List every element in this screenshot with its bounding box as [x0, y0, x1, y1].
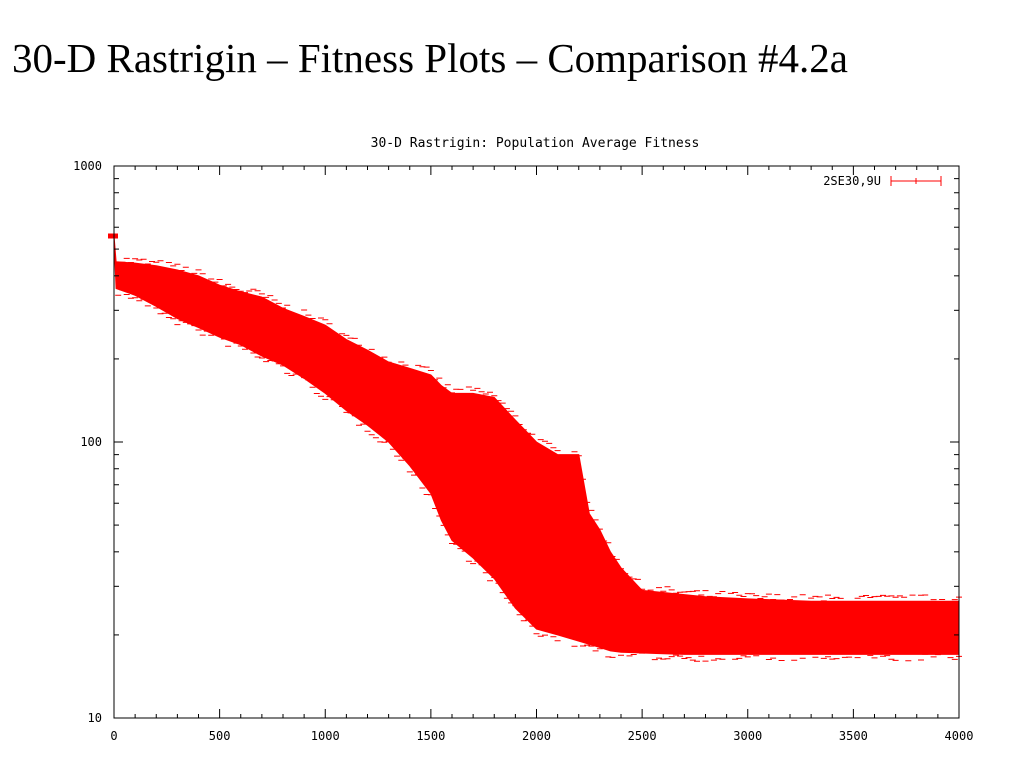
- x-tick-label: 1500: [416, 729, 445, 743]
- start-marker: [108, 233, 118, 239]
- x-tick-label: 500: [209, 729, 231, 743]
- error-bar-caps: [115, 257, 962, 662]
- x-tick-label: 2500: [628, 729, 657, 743]
- x-tick-label: 4000: [945, 729, 974, 743]
- axes: 0 500 1000 1500 2000 2500 3000 3500 4000 10 100 100…: [73, 159, 973, 743]
- x-tick-label: 3000: [733, 729, 762, 743]
- y-tick-label: 100: [80, 435, 102, 449]
- x-tick-label: 0: [110, 729, 117, 743]
- x-tick-label: 2000: [522, 729, 551, 743]
- legend: 2SE30,9U: [823, 174, 942, 188]
- slide-title: 30-D Rastrigin – Fitness Plots – Compari…: [12, 35, 848, 81]
- legend-error-bar-sample: [890, 176, 942, 186]
- plot-area: [108, 233, 962, 662]
- legend-label: 2SE30,9U: [823, 174, 881, 188]
- x-tick-label: 3500: [839, 729, 868, 743]
- y-tick-label: 10: [88, 711, 102, 725]
- series-error-band: [113, 235, 960, 655]
- y-tick-label: 1000: [73, 159, 102, 173]
- chart-title: 30-D Rastrigin: Population Average Fitne…: [371, 136, 700, 151]
- x-tick-label: 1000: [311, 729, 340, 743]
